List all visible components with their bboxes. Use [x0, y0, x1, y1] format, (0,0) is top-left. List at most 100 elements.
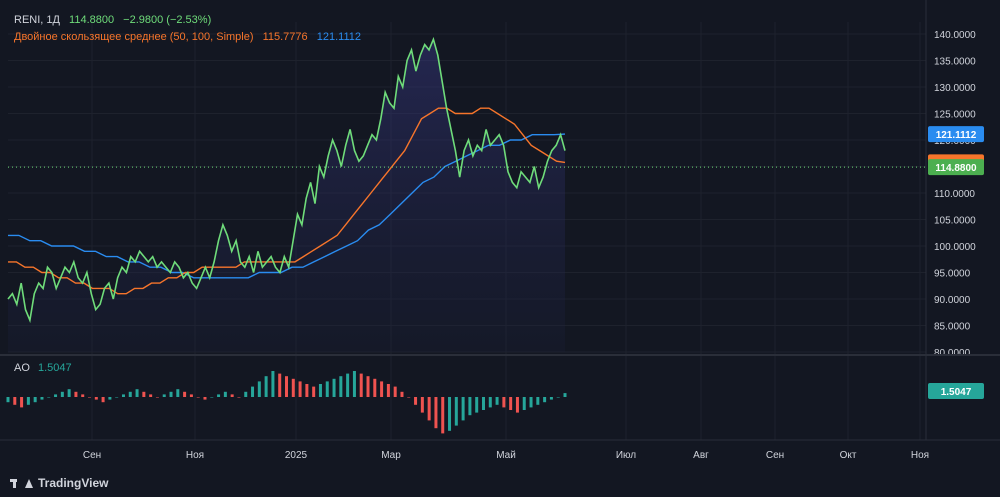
ao-bar: [223, 391, 227, 397]
ma-slow-badge: [928, 126, 984, 143]
ao-bar: [149, 394, 153, 397]
y-tick-label: 105.0000: [934, 216, 976, 227]
ao-bar: [352, 371, 356, 397]
ao-bar: [502, 397, 506, 408]
ao-bar: [6, 397, 10, 403]
ao-bar: [244, 391, 248, 397]
ao-bar: [509, 397, 513, 410]
ao-bar: [543, 397, 547, 403]
ao-bar: [441, 397, 445, 434]
ao-bar: [414, 397, 418, 405]
ao-bar: [454, 397, 458, 426]
x-tick-label: Сен: [766, 450, 784, 461]
ao-bar: [298, 381, 302, 397]
price-area: [8, 39, 565, 353]
ma-slow-value: 121.1112: [316, 31, 361, 43]
ao-bar: [278, 373, 282, 397]
ao-bar: [13, 397, 17, 405]
indicator-legend: Двойное скользящее среднее (50, 100, Sim…: [14, 31, 367, 43]
y-tick-label: 140.0000: [934, 30, 976, 41]
y-tick-label: 95.0000: [934, 269, 971, 280]
y-tick-label: 85.0000: [934, 322, 971, 333]
ao-bar: [217, 394, 221, 397]
ao-bar: [380, 381, 384, 397]
indicator-label[interactable]: Двойное скользящее среднее (50, 100, Sim…: [14, 31, 254, 43]
ao-bar: [522, 397, 526, 410]
y-tick-label: 110.0000: [934, 189, 975, 200]
x-tick-label: Мар: [381, 450, 401, 461]
ao-bar: [26, 397, 30, 405]
ao-bar: [128, 391, 132, 397]
ao-bar: [135, 389, 139, 397]
ao-bar: [203, 397, 207, 400]
ao-bar: [176, 389, 180, 397]
ao-legend: AO 1.5047: [14, 362, 72, 374]
tradingview-icon-triangle: [25, 478, 33, 488]
ao-bar: [257, 381, 261, 397]
ao-bar: [142, 391, 146, 397]
ao-bar: [386, 384, 390, 397]
ao-bar: [318, 384, 322, 397]
ao-bar: [121, 394, 125, 397]
ao-label[interactable]: AO: [14, 362, 30, 374]
ao-bar: [162, 394, 166, 397]
y-tick-label: 135.0000: [934, 57, 976, 68]
header-legend: RENI, 1Д 114.8800 −2.9800 (−2.53%): [14, 14, 217, 26]
tradingview-icon: [10, 478, 24, 488]
ao-bar: [40, 397, 44, 400]
ao-bar: [325, 381, 329, 397]
price-badge: [928, 159, 984, 176]
y-tick-label: 100.0000: [934, 242, 976, 253]
ao-bar: [169, 391, 173, 397]
ao-bar: [74, 391, 78, 397]
ao-bar: [536, 397, 540, 405]
ao-bar: [94, 397, 98, 400]
ao-bar: [88, 397, 92, 398]
symbol-label[interactable]: RENI, 1Д: [14, 14, 60, 26]
y-tick-label: 125.0000: [934, 110, 976, 121]
ao-bar: [271, 371, 275, 397]
ao-bar: [366, 376, 370, 397]
x-tick-label: 2025: [285, 450, 308, 461]
ao-bar: [407, 397, 411, 398]
ao-bar: [475, 397, 479, 413]
ao-bar: [67, 389, 71, 397]
x-tick-label: Май: [496, 450, 516, 461]
ao-bar: [332, 378, 336, 397]
ao-bar: [563, 393, 567, 397]
ao-bar: [183, 391, 187, 397]
ao-bar: [312, 386, 316, 397]
tradingview-logo[interactable]: TradingView: [10, 476, 108, 490]
ao-bar: [33, 397, 37, 403]
x-tick-label: Ноя: [186, 450, 204, 461]
ao-bar: [196, 397, 200, 398]
ao-bar: [339, 376, 343, 397]
ao-bar: [115, 397, 119, 398]
ao-bar: [251, 386, 255, 397]
ao-bar: [346, 373, 350, 397]
ao-bar: [230, 394, 234, 397]
ao-bar: [60, 391, 64, 397]
ao-bar: [305, 384, 309, 397]
ao-bar: [393, 386, 397, 397]
y-tick-label: 90.0000: [934, 295, 971, 306]
ma-slow-badge-label: 121.1112: [936, 130, 977, 141]
ao-badge: [928, 383, 984, 399]
ao-bar: [210, 397, 214, 398]
ao-bar: [495, 397, 499, 405]
ao-bar: [461, 397, 465, 421]
ma-fast-value: 115.7776: [262, 31, 308, 43]
ao-bar: [101, 397, 105, 403]
ao-bar: [427, 397, 431, 421]
ao-bar: [488, 397, 492, 408]
ao-bar: [54, 394, 58, 397]
y-tick-label: 80.0000: [934, 348, 971, 359]
ao-bar: [20, 397, 24, 408]
ao-bar: [468, 397, 472, 416]
ao-bar: [237, 397, 241, 398]
x-tick-label: Ноя: [911, 450, 929, 461]
x-tick-label: Июл: [616, 450, 636, 461]
ao-bar: [448, 397, 452, 431]
price-badge-label: 114.8800: [935, 163, 977, 174]
